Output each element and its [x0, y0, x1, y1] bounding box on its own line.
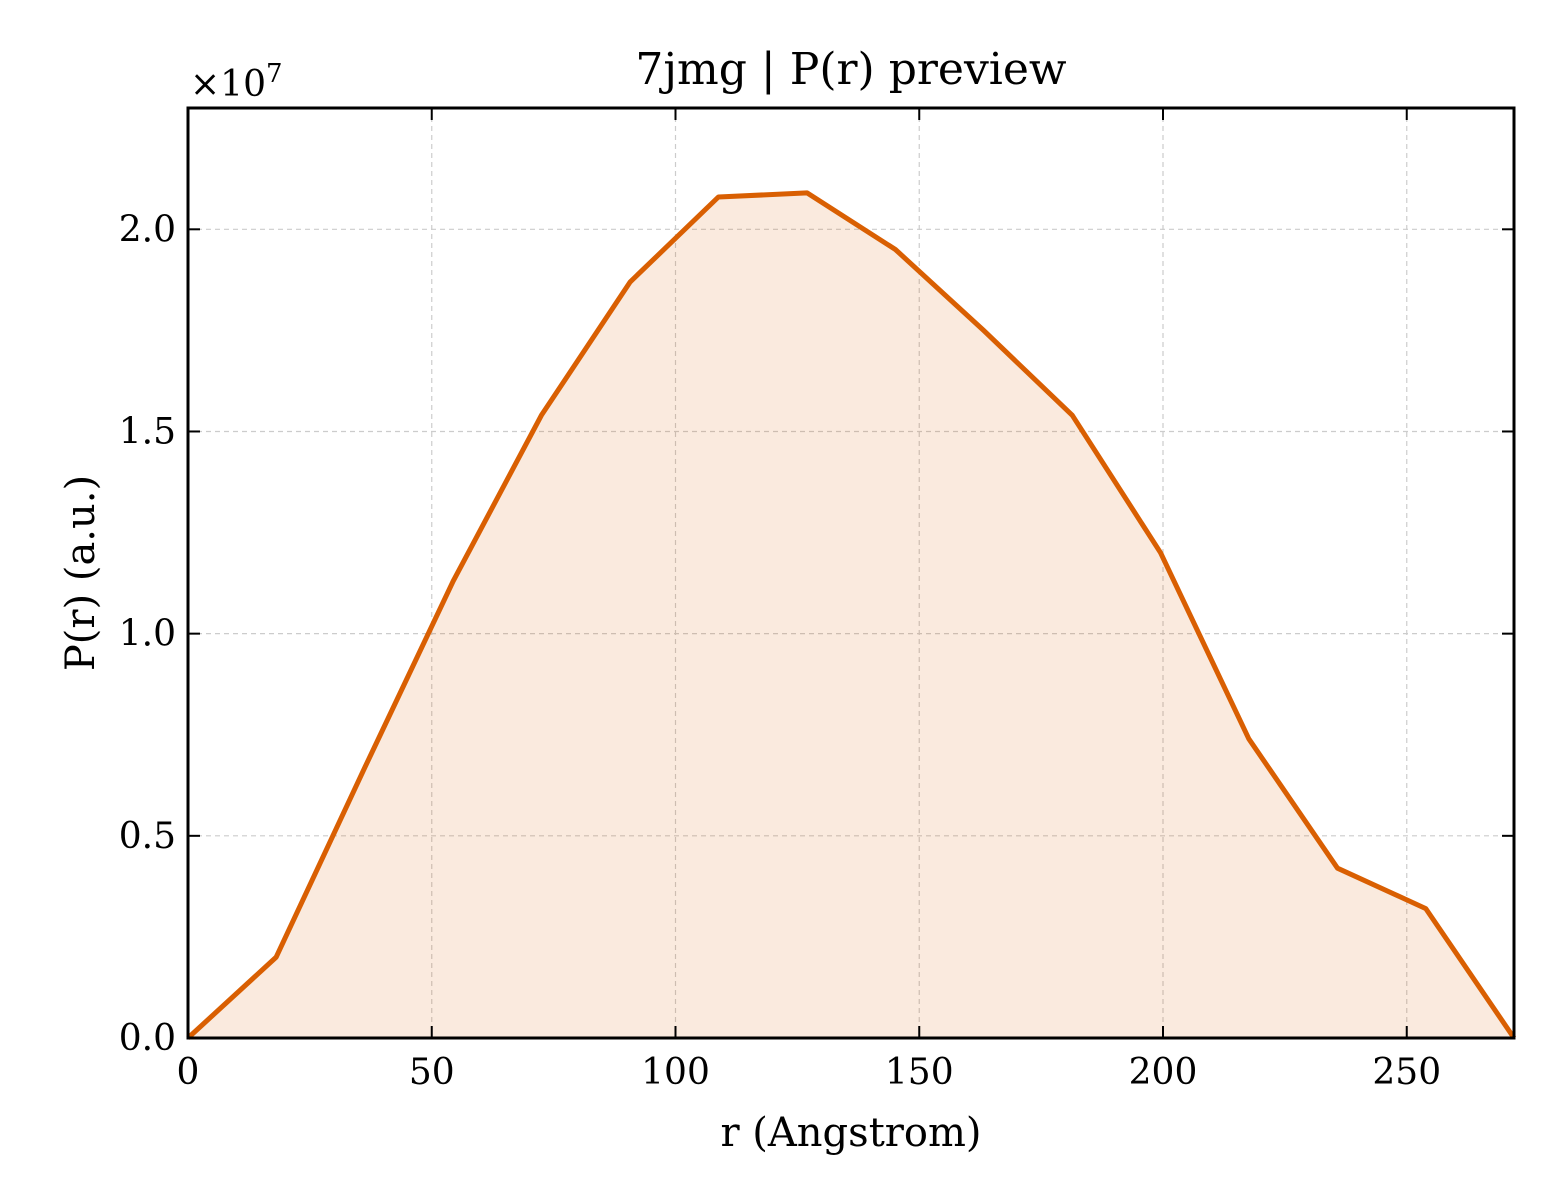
- y-axis-label: P(r) (a.u.): [58, 475, 104, 671]
- chart-title: 7jmg | P(r) preview: [635, 44, 1066, 95]
- x-tick-label: 0: [177, 1052, 200, 1093]
- x-tick-label: 150: [885, 1052, 954, 1093]
- x-tick-label: 200: [1129, 1052, 1198, 1093]
- x-axis-label: r (Angstrom): [720, 1110, 981, 1156]
- x-tick-label: 50: [409, 1052, 455, 1093]
- x-tick-label: 100: [641, 1052, 710, 1093]
- y-axis-multiplier: ×107: [190, 59, 283, 105]
- grid-lines: [188, 108, 1514, 1038]
- y-multiplier-exponent: 7: [266, 59, 283, 89]
- x-tick-label: 250: [1372, 1052, 1441, 1093]
- axis-ticks: [187, 108, 1514, 1039]
- series-fill-area: [188, 192, 1514, 1038]
- y-tick-label: 0.5: [119, 816, 176, 857]
- y-tick-label: 2.0: [119, 209, 176, 250]
- area-layer: [186, 190, 1517, 1040]
- y-tick-label: 0.0: [119, 1018, 176, 1059]
- y-multiplier-base: ×10: [190, 64, 266, 105]
- y-tick-label: 1.0: [119, 614, 176, 655]
- series-line: [186, 190, 1517, 1040]
- y-tick-label: 1.5: [119, 411, 176, 452]
- plot-frame: [186, 106, 1516, 1040]
